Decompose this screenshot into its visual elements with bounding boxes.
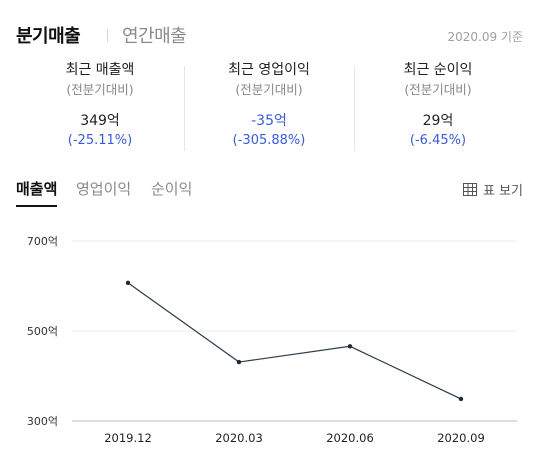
y-tick-label: 700억 (27, 235, 58, 248)
metric-change: (-305.88%) (232, 133, 306, 148)
data-point (347, 344, 353, 349)
metric-subtitle: (전분기대비) (404, 82, 472, 97)
tab-revenue[interactable]: 매출액 (16, 178, 58, 207)
tab-operating-profit[interactable]: 영업이익 (76, 180, 132, 198)
tab-annual-revenue[interactable]: 연간매출 (122, 26, 187, 47)
table-view-label: 표 보기 (482, 184, 523, 199)
revenue-line-chart: 700억 500억 300억 2019.12 2020.03 2020.06 2020.09 (27, 235, 517, 445)
metric-value: 29억 (422, 113, 454, 129)
metric-title: 최근 매출액 (65, 62, 135, 78)
tab-divider (107, 29, 108, 42)
data-point (458, 396, 464, 402)
data-point (236, 359, 242, 365)
header: 분기매출 연간매출 2020.09 기준 (16, 22, 523, 48)
metric-value: 349억 (80, 113, 120, 129)
x-tick-label: 2020.03 (215, 431, 263, 445)
metric-divider (354, 66, 355, 151)
x-tick-label: 2019.12 (104, 431, 152, 445)
summary-panel: 최근 매출액 (전분기대비) 349억 (-25.11%) 최근 영업이익 (전… (0, 60, 539, 155)
table-icon (462, 183, 477, 196)
tab-quarterly-revenue[interactable]: 분기매출 (16, 26, 81, 47)
metric-subtitle: (전분기대비) (66, 82, 134, 97)
data-point (125, 280, 131, 286)
chart-tabs: 매출액 영업이익 순이익 표 보기 (16, 178, 523, 208)
metric-subtitle: (전분기대비) (235, 82, 303, 97)
metric-title: 최근 순이익 (403, 62, 473, 78)
tab-net-income[interactable]: 순이익 (151, 180, 193, 198)
metric-divider (184, 66, 185, 151)
table-view-button[interactable]: 표 보기 (462, 180, 523, 199)
x-tick-label: 2020.09 (437, 431, 485, 445)
base-date-label: 2020.09 기준 (447, 30, 523, 44)
revenue-series-line (127, 282, 462, 400)
y-tick-label: 300억 (27, 415, 58, 428)
metric-change: (-25.11%) (67, 133, 133, 148)
metric-value: -35억 (251, 113, 287, 129)
metric-operating-profit: 최근 영업이익 (전분기대비) -35억 (-305.88%) (184, 60, 354, 151)
metric-net-income: 최근 순이익 (전분기대비) 29억 (-6.45%) (353, 60, 523, 151)
metric-revenue: 최근 매출액 (전분기대비) 349억 (-25.11%) (15, 60, 185, 151)
metric-change: (-6.45%) (409, 133, 467, 148)
x-tick-label: 2020.06 (326, 431, 374, 445)
metric-title: 최근 영업이익 (228, 62, 310, 78)
y-tick-label: 500억 (27, 325, 58, 338)
